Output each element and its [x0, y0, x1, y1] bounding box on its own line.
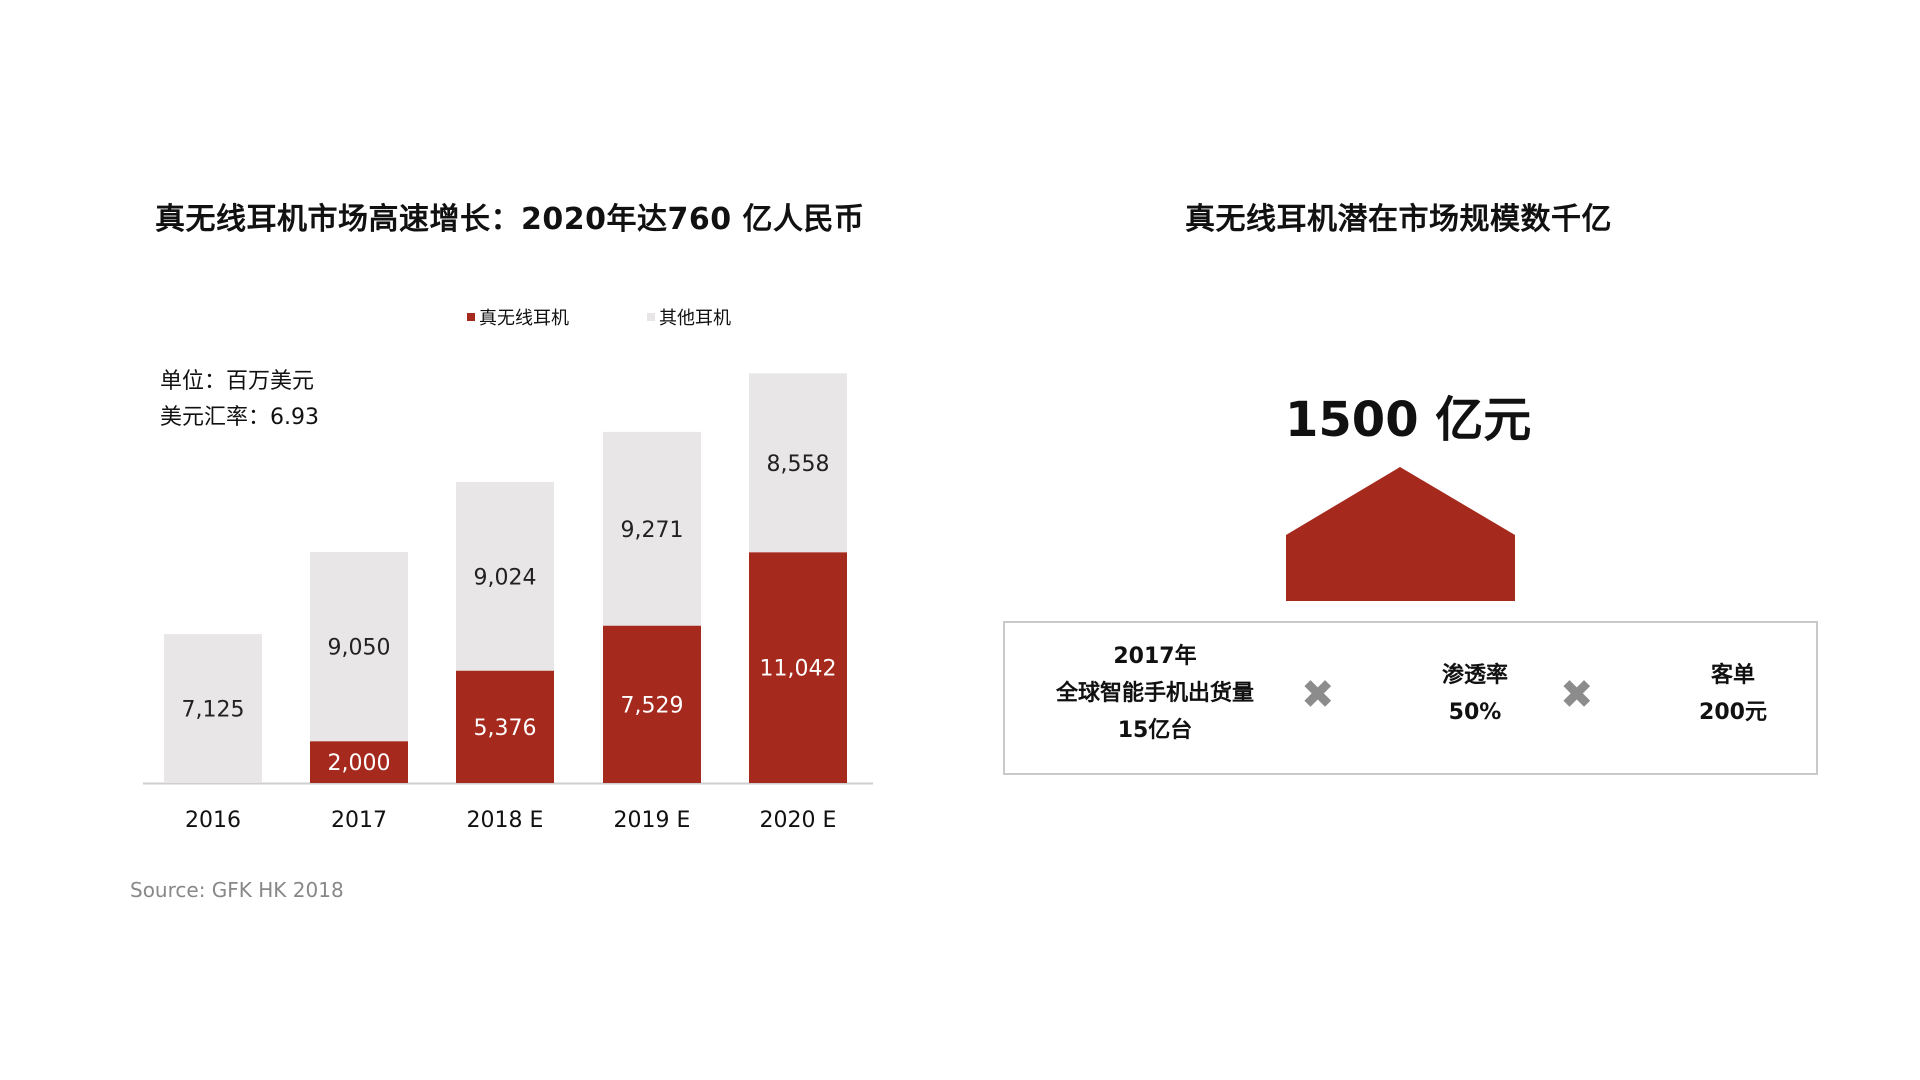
- legend-swatch-tws: [467, 313, 475, 321]
- legend-item-other: 其他耳机: [647, 304, 731, 330]
- formula-box: 2017年 全球智能手机出货量 15亿台 ✖ 渗透率 50% ✖ 客单 200元: [1003, 621, 1818, 775]
- bar-segment: [164, 634, 262, 783]
- unit-label: 单位：百万美元: [160, 369, 315, 394]
- house-arrow-shape: [1286, 467, 1515, 601]
- unit-note: 单位：百万美元 美元汇率：6.93: [160, 364, 319, 436]
- bar-value-label: 7,125: [182, 698, 245, 723]
- factor-unit-price-line1: 客单: [1710, 663, 1755, 688]
- factor-penetration-line2: 50%: [1448, 700, 1502, 725]
- x-tick-label: 2018 E: [467, 808, 544, 833]
- factor-shipments-line2: 全球智能手机出货量: [1055, 681, 1254, 706]
- factor-shipments-line1: 2017年: [1113, 644, 1197, 669]
- bar-value-label: 8,558: [767, 452, 830, 477]
- multiply-icon: ✖: [1301, 672, 1335, 718]
- x-tick-label: 2017: [331, 808, 387, 833]
- bar-segment: [310, 741, 408, 783]
- left-chart-title: 真无线耳机市场高速增长：2020年达760 亿人民币: [155, 202, 865, 237]
- bar-value-label: 5,376: [474, 716, 537, 741]
- factor-penetration: 渗透率 50%: [1395, 657, 1555, 731]
- source-note: Source: GFK HK 2018: [130, 878, 344, 902]
- bar-value-label: 9,271: [621, 518, 684, 543]
- legend-swatch-other: [647, 313, 655, 321]
- exchange-rate-label: 美元汇率：6.93: [160, 405, 319, 430]
- bar-segment: [749, 373, 847, 553]
- factor-penetration-line1: 渗透率: [1441, 663, 1508, 688]
- bar-value-label: 9,050: [328, 636, 391, 661]
- bar-value-label: 7,529: [621, 693, 684, 718]
- bar-segment: [310, 552, 408, 742]
- factor-unit-price-line2: 200元: [1699, 700, 1767, 725]
- x-tick-label: 2020 E: [760, 808, 837, 833]
- bar-value-label: 2,000: [328, 751, 391, 776]
- bar-segment: [456, 482, 554, 671]
- bar-segment: [603, 431, 701, 626]
- right-panel-title: 真无线耳机潜在市场规模数千亿: [1185, 202, 1612, 237]
- bar-segment: [749, 552, 847, 783]
- factor-unit-price: 客单 200元: [1653, 657, 1813, 731]
- bar-value-label: 9,024: [474, 565, 537, 590]
- factor-shipments-line3: 15亿台: [1117, 718, 1193, 743]
- legend-item-tws: 真无线耳机: [467, 304, 569, 330]
- market-size-value: 1500 亿元: [1285, 392, 1532, 448]
- multiply-icon: ✖: [1560, 672, 1594, 718]
- house-arrow-icon: [1286, 467, 1515, 601]
- bar-segment: [456, 670, 554, 783]
- x-tick-label: 2019 E: [614, 808, 691, 833]
- legend-label-other: 其他耳机: [659, 308, 731, 329]
- bar-segment: [603, 625, 701, 783]
- bar-value-label: 11,042: [760, 657, 837, 682]
- x-tick-label: 2016: [185, 808, 241, 833]
- legend-label-tws: 真无线耳机: [479, 308, 569, 329]
- factor-shipments: 2017年 全球智能手机出货量 15亿台: [1035, 638, 1275, 749]
